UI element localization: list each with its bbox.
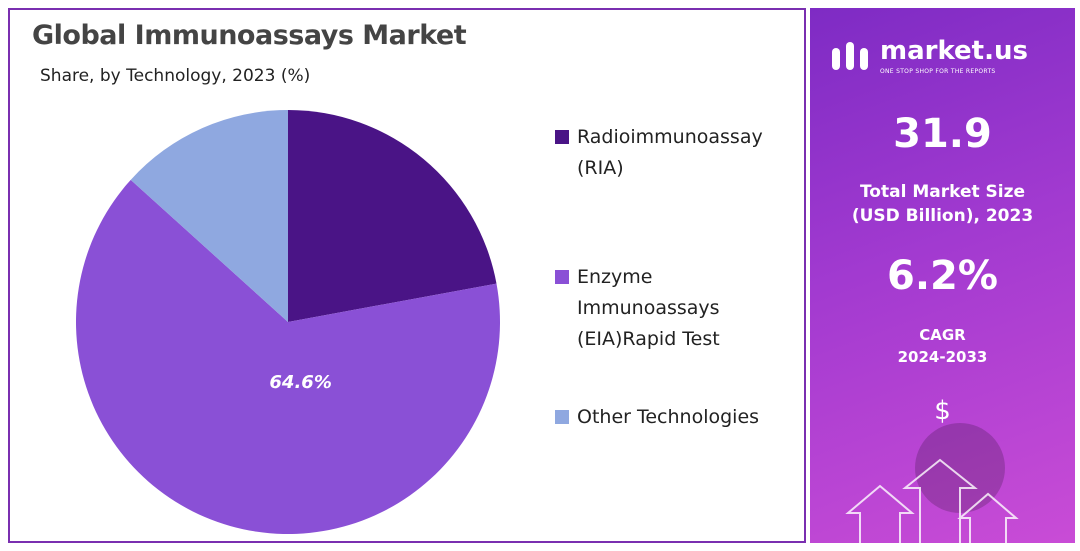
cagr: 6.2% <box>887 253 998 299</box>
chart-panel: 64.6% Global Immunoassays Market Share, … <box>8 8 806 543</box>
market-size: 31.9 <box>893 111 992 157</box>
market-size-label: Total Market Size (USD Billion), 2023 <box>851 182 1034 226</box>
legend-swatch <box>555 270 569 284</box>
decoration <box>832 42 1019 543</box>
legend-item: Radioimmunoassay (RIA) <box>555 122 763 184</box>
legend-label: Radioimmunoassay (RIA) <box>577 126 763 179</box>
pie-slice <box>288 110 497 322</box>
legend-label: Other Technologies <box>577 406 760 428</box>
cagr-label: CAGR 2024-2033 <box>897 326 988 366</box>
legend-item: Other Technologies <box>555 402 759 433</box>
pie-slice <box>130 110 288 322</box>
pie-slice <box>75 179 501 535</box>
chart-title: Global Immunoassays Market <box>32 20 467 51</box>
pie-chart: 64.6% <box>75 110 501 535</box>
legend-swatch <box>555 410 569 424</box>
logo: market.us <box>880 36 1028 66</box>
legend-swatch <box>555 130 569 144</box>
data-label: 64.6% <box>269 372 331 393</box>
chart-subtitle: Share, by Technology, 2023 (%) <box>40 66 311 86</box>
legend-label: Enzyme Immunoassays (EIA)Rapid Test <box>577 266 720 350</box>
summary-panel: market.us ONE STOP SHOP FOR THE REPORTS … <box>810 8 1075 543</box>
dollar-icon: $ <box>934 396 951 426</box>
legend-item: Enzyme Immunoassays (EIA)Rapid Test <box>555 262 720 355</box>
tagline: ONE STOP SHOP FOR THE REPORTS <box>880 68 996 75</box>
